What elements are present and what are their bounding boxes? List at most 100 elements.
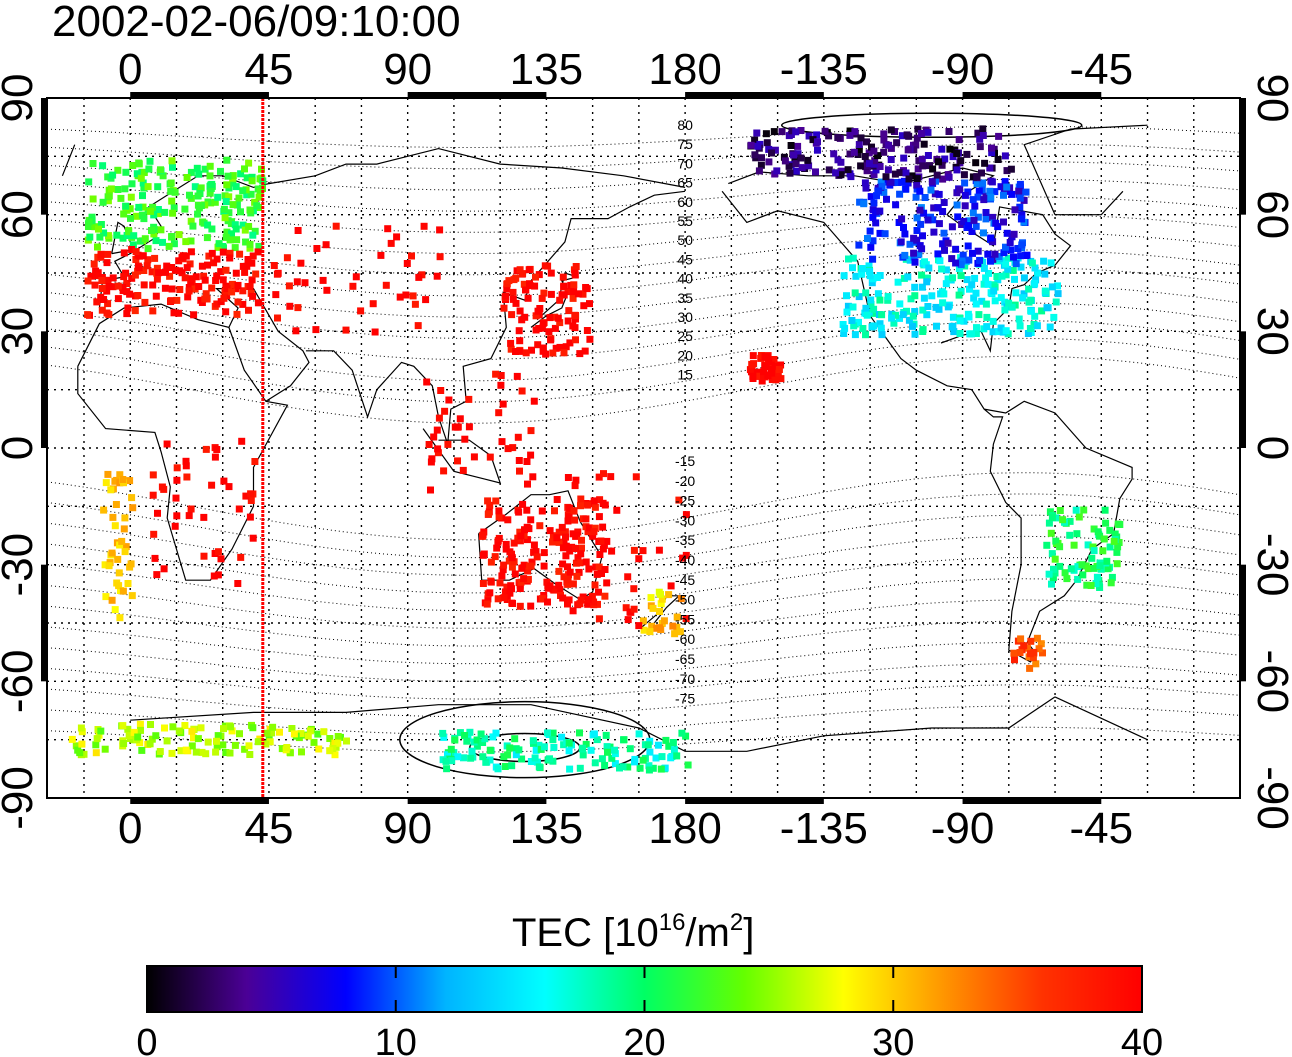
tec-cell [157,226,165,234]
tec-cell [212,748,220,756]
tec-cell [126,205,134,213]
top-longitude-tick: 135 [510,45,583,94]
tec-cell [193,164,201,172]
tec-cell [231,244,239,252]
tec-cell [495,513,503,521]
tec-cell [439,729,447,737]
tec-cell [140,215,148,223]
tec-cell [973,324,980,332]
tec-cell [495,534,503,542]
tec-cell [109,283,117,291]
tec-cell [234,580,242,587]
tec-cell [222,233,230,241]
tec-cell [558,523,566,531]
tec-cell [966,285,973,293]
tec-cell [564,600,571,608]
tec-cell [228,280,236,288]
tec-cell [220,294,228,302]
tec-cell [84,277,92,285]
tec-cell [804,156,812,164]
tec-cell [427,486,434,494]
tec-cell [923,311,931,319]
tec-cell [669,739,677,746]
tec-cell [422,296,430,304]
tec-cell [867,296,875,304]
tec-cell [194,192,202,200]
tec-cell [591,503,599,511]
tec-cell [869,309,877,317]
tec-cell [78,740,86,748]
tec-cell [518,387,526,395]
tec-cell [974,213,982,221]
tec-cell [983,313,991,321]
tec-cell [914,165,922,173]
tec-cell [528,346,535,354]
tec-cell [1083,581,1091,589]
tec-cell [861,179,869,187]
tec-cell [103,309,111,317]
tec-cell [770,128,778,136]
tec-cell [884,166,892,174]
tec-cell [961,202,969,210]
tec-cell [941,155,949,163]
tec-cell [444,440,452,448]
tec-cell [163,262,171,270]
magnetic-latitude-label: -50 [675,592,695,608]
tec-cell [932,303,940,311]
tec-cell [498,572,506,580]
tec-cell [495,507,503,515]
tec-cell [223,181,231,189]
tec-cell [877,324,885,332]
tec-cell [987,257,994,265]
tec-cell [1084,541,1092,549]
tec-cell [765,145,773,153]
tec-cell [983,323,991,331]
tec-cell [520,575,528,583]
tec-cell [571,311,579,319]
tec-cell [208,249,216,257]
tec-cell [968,281,976,289]
tec-cell [377,251,385,259]
tec-cell [93,735,101,743]
tec-cell [127,560,135,568]
tec-cell [114,282,122,290]
tec-cell [518,564,526,572]
tec-cell [136,720,144,728]
tec-cell [203,234,211,242]
tec-cell [792,128,800,136]
tec-cell [443,765,451,773]
tec-cell [1000,249,1008,257]
tec-cell [233,236,241,244]
tec-cell [467,754,475,762]
tec-cell [566,765,574,773]
tec-cell [120,273,128,281]
tec-cell [1048,283,1056,291]
tec-cell [232,183,240,191]
tec-cell [181,274,189,282]
tec-cell [149,203,157,211]
left-latitude-tick: 60 [0,190,42,239]
tec-cell [182,238,190,246]
tec-cell [526,280,533,288]
tec-cell [856,198,864,206]
tec-cell [569,607,577,615]
tec-cell [552,344,560,352]
tec-cell [971,202,979,210]
tec-cell [877,178,885,186]
tec-cell [187,237,195,245]
tec-cell [585,524,593,532]
tec-cell [314,730,322,738]
tec-cell [508,311,516,319]
tec-cell [181,205,189,213]
tec-cell [185,512,193,520]
tec-cell [213,737,220,745]
magnetic-contour [47,620,1240,665]
tec-cell [273,270,281,278]
tec-cell [146,740,154,748]
tec-cell [601,761,609,769]
tec-cell [140,267,148,274]
tec-cell [198,262,206,270]
tec-cell [874,152,882,160]
tec-cell [809,136,817,144]
tec-cell [182,252,190,260]
